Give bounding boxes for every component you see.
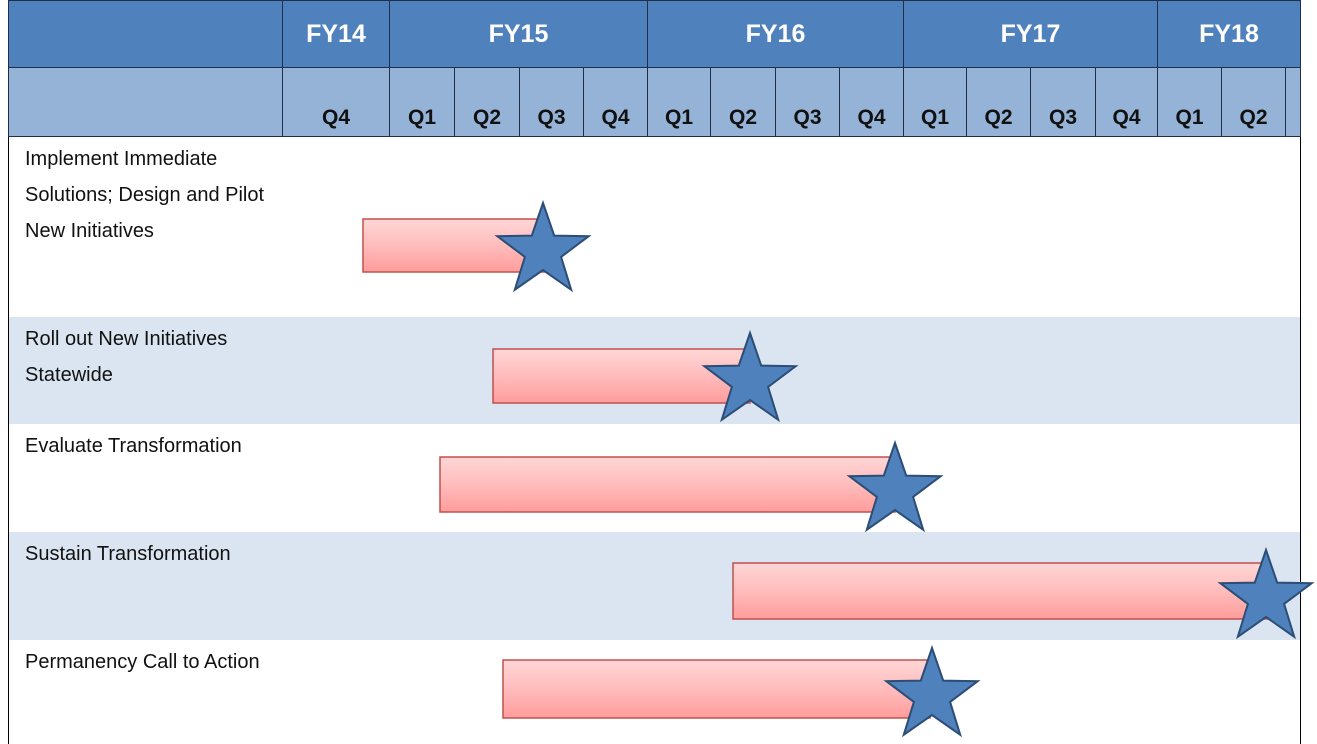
task-row: Implement Immediate Solutions; Design an…: [8, 137, 1301, 317]
milestone-star: [883, 644, 981, 738]
fiscal-year: FY15: [390, 0, 648, 67]
quarter: Q4: [1096, 67, 1158, 137]
milestone-star: [846, 439, 944, 533]
quarter: Q3: [776, 67, 840, 137]
quarter: Q2: [1222, 67, 1286, 137]
header-blank: [8, 0, 283, 67]
header-blank: [8, 67, 283, 137]
fiscal-year: FY14: [283, 0, 390, 67]
task-label: Sustain Transformation: [25, 543, 231, 565]
quarter: Q2: [967, 67, 1031, 137]
task-label: Permanency Call to Action: [25, 651, 260, 673]
task-label: Evaluate Transformation: [25, 435, 242, 457]
milestone-star: [701, 329, 799, 423]
quarter: Q3: [1031, 67, 1096, 137]
quarter: Q2: [711, 67, 776, 137]
quarter: Q4: [283, 67, 390, 137]
milestone-star: [1217, 546, 1315, 640]
task-label: Implement Immediate Solutions; Design an…: [25, 148, 265, 242]
quarter: Q1: [648, 67, 711, 137]
task-bar: [732, 562, 1271, 620]
fiscal-year: FY17: [904, 0, 1158, 67]
quarter: Q3: [520, 67, 584, 137]
fiscal-year: FY16: [648, 0, 904, 67]
quarter: Q4: [840, 67, 904, 137]
task-label: Roll out New Initiatives Statewide: [25, 328, 228, 386]
milestone-star: [494, 199, 592, 293]
task-bar: [492, 348, 751, 404]
quarter: Q1: [1158, 67, 1222, 137]
quarter: Q1: [390, 67, 455, 137]
fiscal-year: FY18: [1158, 0, 1301, 67]
quarter: Q4: [584, 67, 648, 137]
task-bar: [439, 456, 896, 513]
header-blank: [1286, 67, 1301, 137]
quarter: Q2: [455, 67, 520, 137]
task-bar: [502, 659, 931, 719]
quarter: Q1: [904, 67, 967, 137]
task-row: Permanency Call to Action: [8, 640, 1301, 744]
